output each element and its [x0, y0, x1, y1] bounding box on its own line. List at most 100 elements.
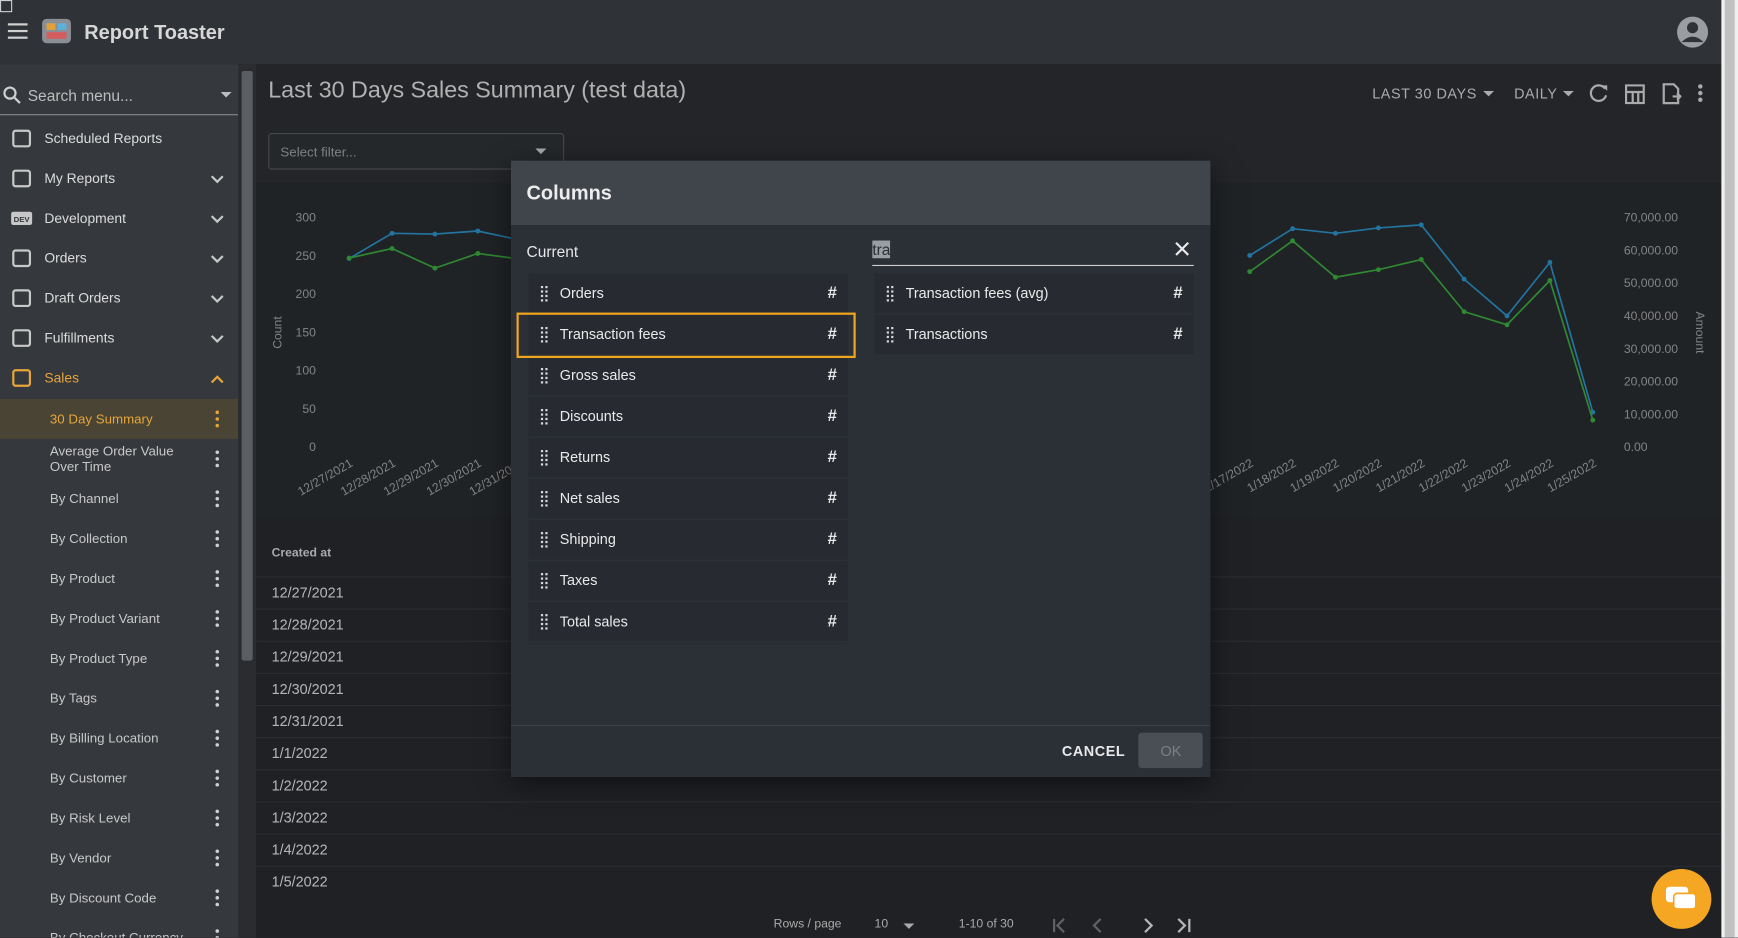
- column-option[interactable]: Shipping #: [528, 519, 848, 561]
- chevron-path: [210, 175, 224, 184]
- filter-select[interactable]: Select filter...: [268, 133, 565, 170]
- item-menu[interactable]: [215, 889, 220, 907]
- option-label: Gross sales: [559, 366, 636, 384]
- item-menu[interactable]: [215, 530, 220, 548]
- submenu-item[interactable]: By Product Type: [0, 638, 238, 678]
- submenu-item[interactable]: Average Order Value Over Time: [0, 439, 238, 479]
- chevron: [210, 175, 224, 184]
- search-input[interactable]: Search menu...: [27, 86, 133, 105]
- grip-dot: [545, 413, 548, 416]
- submenu-item[interactable]: By Discount Code: [0, 878, 238, 918]
- grip-dot: [540, 290, 544, 293]
- column-option[interactable]: Transactions #: [874, 314, 1194, 356]
- option-type: #: [827, 406, 837, 426]
- more-button[interactable]: [1697, 83, 1704, 103]
- menu-item[interactable]: DEV Development: [0, 198, 238, 238]
- grip-dot: [540, 627, 544, 630]
- item-menu[interactable]: [215, 809, 220, 827]
- cancel-button[interactable]: CANCEL: [1061, 742, 1126, 760]
- submenu-item[interactable]: By Customer: [0, 758, 238, 798]
- column-option[interactable]: Transaction fees #: [528, 314, 848, 356]
- interval-button[interactable]: DAILY: [1514, 85, 1558, 102]
- point: [1247, 253, 1253, 258]
- chevron: [210, 215, 224, 224]
- dot: [215, 450, 220, 455]
- drag-handle: [540, 532, 548, 548]
- menu-label: Sales: [44, 370, 80, 386]
- menu-button[interactable]: [7, 22, 28, 40]
- account-button[interactable]: [1676, 16, 1709, 49]
- submenu-item[interactable]: By Billing Location: [0, 718, 238, 758]
- search-field[interactable]: tra: [872, 236, 1194, 267]
- item-menu[interactable]: [215, 410, 220, 428]
- option-type: #: [827, 365, 837, 385]
- clear-button[interactable]: [1175, 241, 1190, 256]
- item-menu[interactable]: [215, 689, 220, 707]
- menu-item[interactable]: Orders: [0, 238, 238, 278]
- menu-item[interactable]: My Reports: [0, 159, 238, 199]
- grip-dot: [545, 331, 548, 334]
- submenu-item[interactable]: By Channel: [0, 479, 238, 519]
- item-menu[interactable]: [215, 849, 220, 867]
- title-bar: Last 30 Days Sales Summary (test data) L…: [256, 64, 1722, 120]
- submenu-item[interactable]: By Risk Level: [0, 798, 238, 838]
- column-option[interactable]: Returns #: [528, 437, 848, 479]
- submenu-item[interactable]: By Collection: [0, 519, 238, 559]
- range-button[interactable]: LAST 30 DAYS: [1372, 85, 1477, 102]
- item-menu[interactable]: [215, 769, 220, 787]
- column-option[interactable]: Transaction fees (avg) #: [874, 273, 1194, 315]
- item-menu[interactable]: [215, 450, 220, 468]
- grip-dot: [545, 499, 548, 503]
- column-option[interactable]: Total sales #: [528, 601, 848, 643]
- search-text: tra: [872, 240, 891, 259]
- menu-item[interactable]: Draft Orders: [0, 278, 238, 318]
- grip-dot: [540, 545, 544, 548]
- y-tick-label: 300: [296, 211, 317, 225]
- dot: [215, 423, 220, 428]
- grip-dot: [540, 422, 544, 425]
- cell: 12/31/2021: [271, 712, 344, 730]
- grip-dot: [891, 285, 894, 289]
- grip-dot: [540, 417, 544, 421]
- grip-dot: [540, 463, 544, 466]
- ok-button[interactable]: OK: [1138, 732, 1203, 769]
- menu-item[interactable]: Scheduled Reports: [0, 119, 238, 159]
- column-option[interactable]: Net sales #: [528, 478, 848, 520]
- item-menu[interactable]: [215, 570, 220, 588]
- menu-icon: [12, 169, 32, 188]
- columns-button[interactable]: [1624, 84, 1645, 105]
- cell: 12/27/2021: [271, 584, 344, 601]
- submenu-item[interactable]: 30 Day Summary: [0, 399, 239, 439]
- export-button[interactable]: [1662, 83, 1682, 105]
- item-menu[interactable]: [215, 649, 220, 668]
- submenu-item[interactable]: By Vendor: [0, 838, 238, 878]
- point: [389, 230, 395, 236]
- column-option[interactable]: Gross sales #: [528, 355, 848, 397]
- item-menu[interactable]: [215, 729, 220, 747]
- column-option[interactable]: Discounts #: [528, 396, 848, 438]
- option-type: #: [1173, 283, 1183, 303]
- y2-tick-label: 40,000.00: [1624, 309, 1678, 323]
- chat-button[interactable]: [1650, 868, 1712, 930]
- checkbox[interactable]: [0, 0, 13, 13]
- item-menu[interactable]: [215, 610, 220, 628]
- column-option[interactable]: Orders #: [528, 273, 848, 315]
- rows-select[interactable]: 10: [874, 917, 889, 932]
- scroll-thumb[interactable]: [241, 70, 253, 661]
- refresh-button[interactable]: [1589, 83, 1609, 103]
- submenu-item[interactable]: By Product Variant: [0, 599, 238, 639]
- submenu-item[interactable]: By Product: [0, 559, 238, 599]
- dot: [215, 689, 220, 694]
- item-menu[interactable]: [215, 490, 220, 508]
- menu-item[interactable]: Fulfillments: [0, 318, 238, 358]
- submenu-item[interactable]: By Checkout Currency: [0, 918, 238, 938]
- filter-placeholder: Select filter...: [280, 144, 357, 160]
- column-option[interactable]: Taxes #: [528, 560, 848, 602]
- page-nav[interactable]: [1052, 918, 1196, 934]
- dot: [215, 896, 220, 900]
- submenu-item[interactable]: By Tags: [0, 678, 238, 718]
- menu-item[interactable]: Sales: [0, 358, 238, 398]
- item-menu[interactable]: [215, 929, 220, 938]
- menu-icon: DEV: [11, 211, 33, 226]
